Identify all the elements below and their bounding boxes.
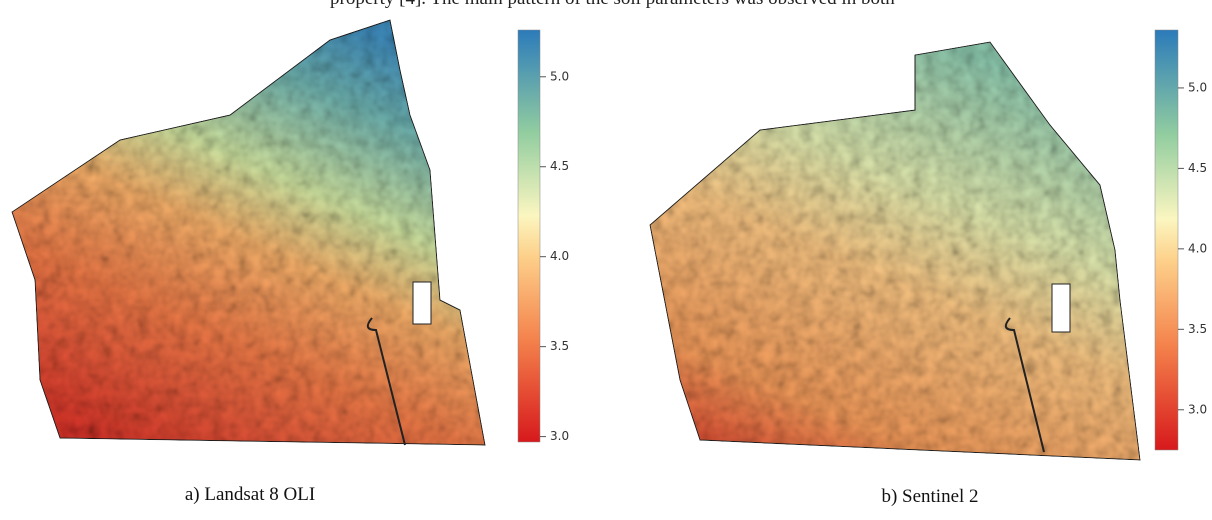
tick-label: 5.0 bbox=[550, 69, 569, 83]
tick-label: 3.5 bbox=[550, 339, 569, 353]
colorbar bbox=[1154, 29, 1179, 451]
tick-label: 4.0 bbox=[550, 249, 569, 263]
caption: a) Landsat 8 OLI bbox=[185, 484, 315, 505]
tick-label: 3.5 bbox=[1188, 322, 1207, 336]
map-hole bbox=[412, 281, 432, 325]
map-channel bbox=[366, 317, 406, 446]
map-sentinel bbox=[649, 41, 1141, 461]
tick-label: 3.0 bbox=[550, 429, 569, 443]
caption: b) Sentinel 2 bbox=[881, 486, 978, 507]
map-channel bbox=[1004, 317, 1045, 453]
tick-label: 3.0 bbox=[1188, 402, 1207, 416]
colorbar bbox=[517, 29, 541, 443]
map-landsat bbox=[11, 19, 486, 446]
tick-label: 4.5 bbox=[550, 159, 569, 173]
tick-label: 4.0 bbox=[1188, 241, 1207, 255]
header-text: property [4]. The main pattern of the so… bbox=[330, 0, 895, 9]
tick-label: 5.0 bbox=[1188, 80, 1207, 94]
tick-label: 4.5 bbox=[1188, 161, 1207, 175]
map-hole bbox=[1051, 283, 1071, 333]
